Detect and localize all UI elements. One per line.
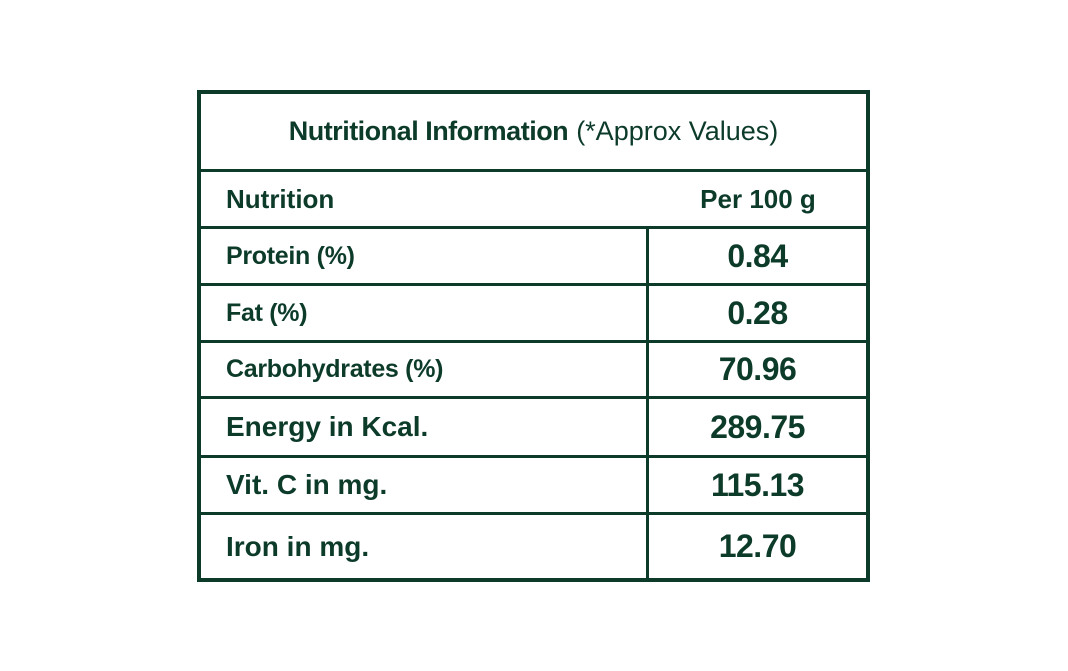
table-row-energy: Energy in Kcal. 289.75: [201, 399, 866, 458]
header-nutrition: Nutrition: [226, 184, 335, 214]
row-value: 12.70: [646, 515, 866, 578]
row-label: Vit. C in mg.: [226, 469, 388, 500]
table-header-row: Nutrition Per 100 g: [201, 172, 866, 229]
nutrition-table: Nutritional Information (*Approx Values)…: [197, 90, 870, 582]
row-value: 0.28: [646, 286, 866, 340]
row-label: Fat (%): [226, 298, 308, 327]
header-per-100g: Per 100 g: [700, 184, 816, 214]
table-title: Nutritional Information: [288, 116, 569, 146]
table-row-iron: Iron in mg. 12.70: [201, 515, 866, 578]
row-label: Carbohydrates (%): [226, 355, 444, 383]
table-row-carbohydrates: Carbohydrates (%) 70.96: [201, 343, 866, 399]
row-label: Energy in Kcal.: [226, 411, 429, 442]
row-value: 0.84: [646, 229, 866, 283]
row-label: Iron in mg.: [226, 530, 370, 562]
row-value: 289.75: [646, 399, 866, 455]
table-row-vitamin-c: Vit. C in mg. 115.13: [201, 458, 866, 515]
row-value: 115.13: [646, 458, 866, 512]
row-label: Protein (%): [226, 241, 355, 270]
table-row-protein: Protein (%) 0.84: [201, 229, 866, 286]
table-title-row: Nutritional Information (*Approx Values): [201, 94, 866, 172]
table-subtitle: (*Approx Values): [576, 116, 779, 146]
row-value: 70.96: [646, 343, 866, 396]
table-row-fat: Fat (%) 0.28: [201, 286, 866, 343]
